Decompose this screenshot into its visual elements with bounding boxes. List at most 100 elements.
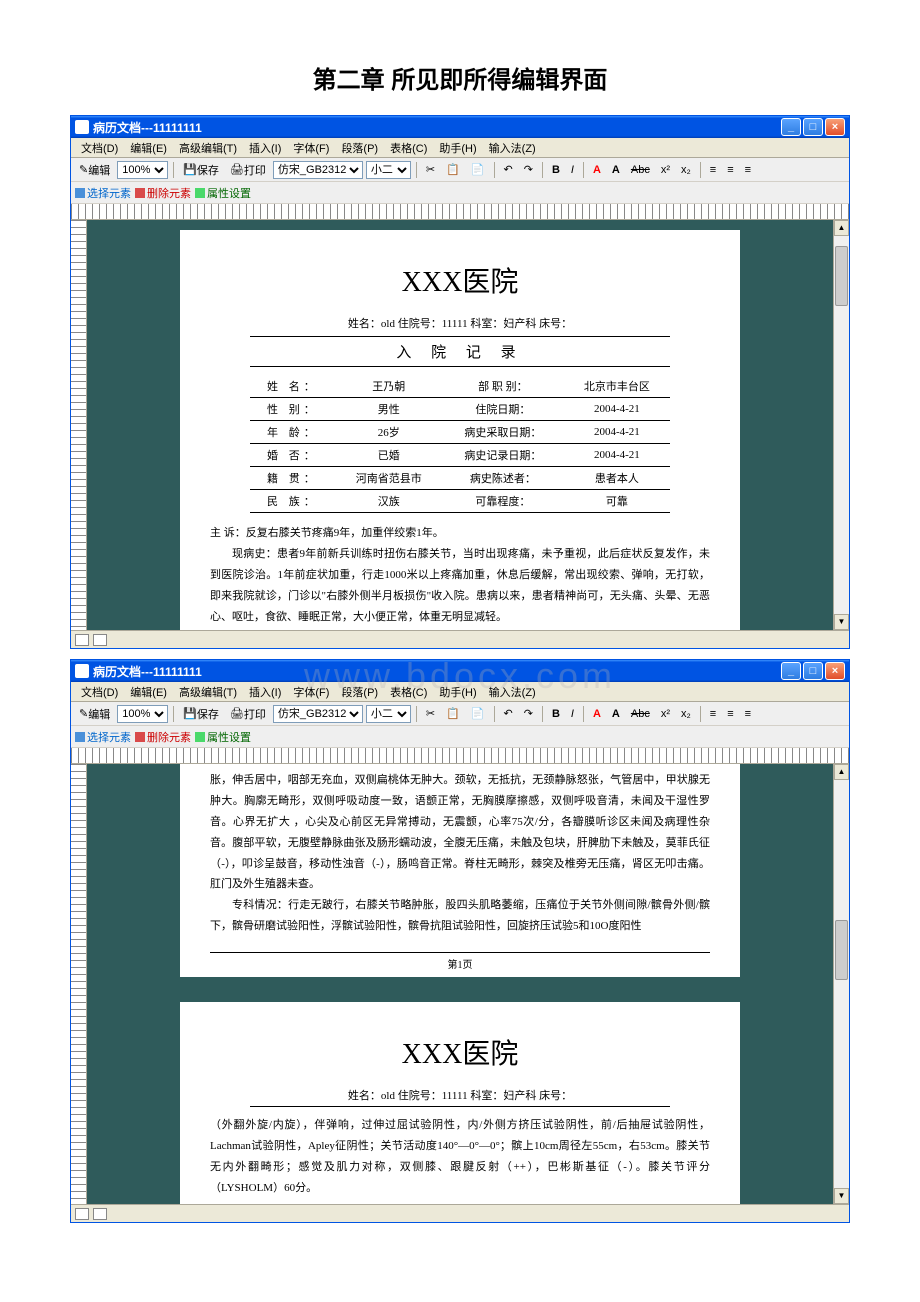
close-button[interactable]: × xyxy=(825,662,845,680)
superscript-button[interactable]: x² xyxy=(657,162,674,178)
menu-font[interactable]: 字体(F) xyxy=(287,138,335,158)
menu-document[interactable]: 文档(D) xyxy=(75,682,124,702)
undo-button[interactable]: ↶ xyxy=(500,161,517,178)
copy-button[interactable]: 📋 xyxy=(442,705,464,722)
menu-edit[interactable]: 编辑(E) xyxy=(124,682,173,702)
scroll-down-button[interactable]: ▼ xyxy=(834,614,849,630)
delete-element-button[interactable]: 删除元素 xyxy=(135,729,191,745)
title-bar: 病历文档---11111111 _ □ × xyxy=(71,116,849,138)
redo-button[interactable]: ↷ xyxy=(520,705,537,722)
subscript-button[interactable]: x₂ xyxy=(677,706,695,722)
toolbar-elements: 选择元素 删除元素 属性设置 xyxy=(71,726,849,748)
minimize-button[interactable]: _ xyxy=(781,662,801,680)
menu-assistant[interactable]: 助手(H) xyxy=(433,682,482,702)
paste-button[interactable]: 📄 xyxy=(467,705,489,722)
italic-button[interactable]: I xyxy=(567,706,578,722)
print-button[interactable]: 🖨 打印 xyxy=(226,160,270,180)
work-area: XXX医院 姓名：old 住院号：11111 科室：妇产科 床号： 入 院 记 … xyxy=(71,220,849,630)
maximize-button[interactable]: □ xyxy=(803,662,823,680)
strike-button[interactable]: Abc xyxy=(627,706,654,722)
align-center-button[interactable]: ≡ xyxy=(723,162,737,178)
align-right-button[interactable]: ≡ xyxy=(741,706,755,722)
align-left-button[interactable]: ≡ xyxy=(706,162,720,178)
delete-element-button[interactable]: 删除元素 xyxy=(135,185,191,201)
font-color-button[interactable]: A xyxy=(589,162,605,178)
properties-button[interactable]: 属性设置 xyxy=(195,729,251,745)
menu-paragraph[interactable]: 段落(P) xyxy=(335,138,384,158)
undo-button[interactable]: ↶ xyxy=(500,705,517,722)
fontsize-select[interactable]: 小二 xyxy=(366,161,411,179)
scrollbar-vertical[interactable]: ▲ ▼ xyxy=(833,764,849,1204)
minimize-button[interactable]: _ xyxy=(781,118,801,136)
ruler-vertical xyxy=(71,764,87,1204)
menu-table[interactable]: 表格(C) xyxy=(384,682,433,702)
window-title: 病历文档---11111111 xyxy=(93,663,781,680)
table-row: 年 龄：26岁病史采取日期：2004-4-21 xyxy=(250,421,670,444)
font-select[interactable]: 仿宋_GB2312 xyxy=(273,705,363,723)
window-title: 病历文档---11111111 xyxy=(93,119,781,136)
zoom-select[interactable]: 100% xyxy=(117,161,168,179)
redo-button[interactable]: ↷ xyxy=(520,161,537,178)
copy-button[interactable]: 📋 xyxy=(442,161,464,178)
menu-insert[interactable]: 插入(I) xyxy=(243,138,287,158)
font-select[interactable]: 仿宋_GB2312 xyxy=(273,161,363,179)
subscript-button[interactable]: x₂ xyxy=(677,162,695,178)
patient-info-line: 姓名：old 住院号：11111 科室：妇产科 床号： xyxy=(250,1087,670,1107)
scroll-down-button[interactable]: ▼ xyxy=(834,1188,849,1204)
scroll-thumb[interactable] xyxy=(835,920,848,980)
menu-assistant[interactable]: 助手(H) xyxy=(433,138,482,158)
ruler-horizontal xyxy=(71,748,849,764)
align-left-button[interactable]: ≡ xyxy=(706,706,720,722)
font-size-button[interactable]: A xyxy=(608,706,624,722)
scroll-track[interactable] xyxy=(834,236,849,614)
bold-button[interactable]: B xyxy=(548,706,564,722)
menu-ime[interactable]: 输入法(Z) xyxy=(483,682,542,702)
strike-button[interactable]: Abc xyxy=(627,162,654,178)
close-button[interactable]: × xyxy=(825,118,845,136)
font-color-button[interactable]: A xyxy=(589,706,605,722)
menu-paragraph[interactable]: 段落(P) xyxy=(335,682,384,702)
align-center-button[interactable]: ≡ xyxy=(723,706,737,722)
scroll-up-button[interactable]: ▲ xyxy=(834,764,849,780)
select-element-button[interactable]: 选择元素 xyxy=(75,729,131,745)
menu-ime[interactable]: 输入法(Z) xyxy=(483,138,542,158)
maximize-button[interactable]: □ xyxy=(803,118,823,136)
document-page-2: XXX医院 姓名：old 住院号：11111 科室：妇产科 床号： （外翻外旋/… xyxy=(180,1002,740,1204)
scroll-track[interactable] xyxy=(834,780,849,1188)
scrollbar-vertical[interactable]: ▲ ▼ xyxy=(833,220,849,630)
edit-mode-button[interactable]: ✎ 编辑 xyxy=(75,160,114,180)
menu-insert[interactable]: 插入(I) xyxy=(243,682,287,702)
menu-document[interactable]: 文档(D) xyxy=(75,138,124,158)
menu-advanced-edit[interactable]: 高级编辑(T) xyxy=(173,138,243,158)
edit-mode-button[interactable]: ✎ 编辑 xyxy=(75,704,114,724)
scroll-thumb[interactable] xyxy=(835,246,848,306)
edit-label: 编辑 xyxy=(88,162,110,178)
continued-exam-text: （外翻外旋/内旋），伴弹响，过伸过屈试验阴性，内/外侧方挤压试验阴性，前/后抽屉… xyxy=(210,1115,710,1199)
italic-button[interactable]: I xyxy=(567,162,578,178)
app-icon xyxy=(75,120,89,134)
save-button[interactable]: 💾 保存 xyxy=(179,160,223,180)
print-label: 打印 xyxy=(244,706,266,722)
cut-button[interactable]: ✂ xyxy=(422,705,439,722)
menu-advanced-edit[interactable]: 高级编辑(T) xyxy=(173,682,243,702)
font-size-button[interactable]: A xyxy=(608,162,624,178)
fontsize-select[interactable]: 小二 xyxy=(366,705,411,723)
scroll-up-button[interactable]: ▲ xyxy=(834,220,849,236)
editor-window-2: www.bdocx.com 病历文档---11111111 _ □ × 文档(D… xyxy=(70,659,850,1223)
select-element-button[interactable]: 选择元素 xyxy=(75,185,131,201)
align-right-button[interactable]: ≡ xyxy=(741,162,755,178)
canvas-area[interactable]: XXX医院 姓名：old 住院号：11111 科室：妇产科 床号： 入 院 记 … xyxy=(87,220,833,630)
paste-button[interactable]: 📄 xyxy=(467,161,489,178)
table-row: 性 别：男性住院日期：2004-4-21 xyxy=(250,398,670,421)
menu-font[interactable]: 字体(F) xyxy=(287,682,335,702)
zoom-select[interactable]: 100% xyxy=(117,705,168,723)
properties-button[interactable]: 属性设置 xyxy=(195,185,251,201)
bold-button[interactable]: B xyxy=(548,162,564,178)
save-button[interactable]: 💾 保存 xyxy=(179,704,223,724)
canvas-area[interactable]: 胀，伸舌居中，咽部无充血，双侧扁桃体无肿大。颈软，无抵抗，无颈静脉怒张，气管居中… xyxy=(87,764,833,1204)
print-button[interactable]: 🖨 打印 xyxy=(226,704,270,724)
menu-edit[interactable]: 编辑(E) xyxy=(124,138,173,158)
cut-button[interactable]: ✂ xyxy=(422,161,439,178)
menu-table[interactable]: 表格(C) xyxy=(384,138,433,158)
superscript-button[interactable]: x² xyxy=(657,706,674,722)
